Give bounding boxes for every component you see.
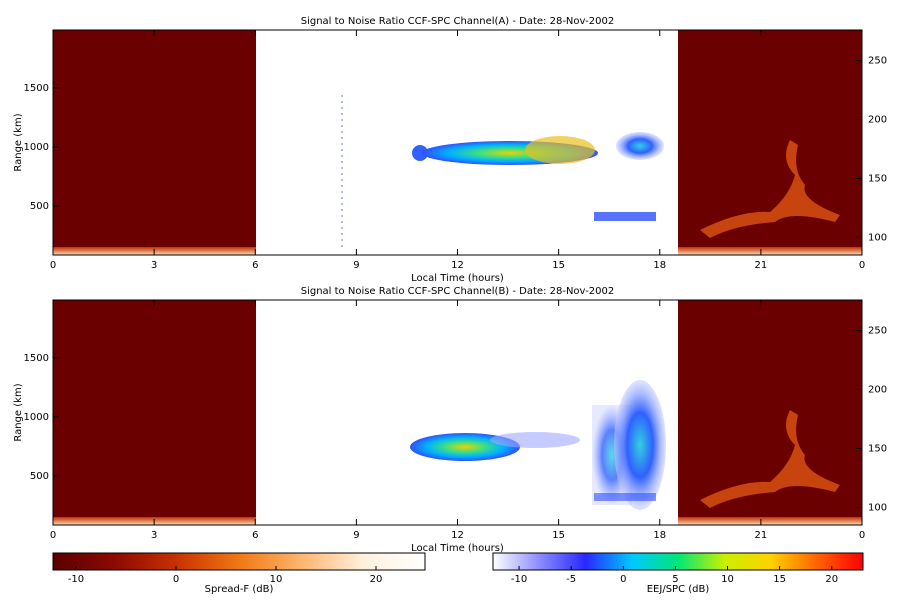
y-tick-label: 500 [30,471,49,482]
y-tick-label: 1000 [24,142,49,153]
panel-title: Signal to Noise Ratio CCF-SPC Channel(A)… [301,16,615,27]
colorbar-label: Spread-F (dB) [205,584,274,595]
x-axis-label: Local Time (hours) [411,543,504,554]
colorbar-label: EEJ/SPC (dB) [647,584,710,595]
colorbar-tick-label: 10 [270,574,283,585]
x-tick-label: 6 [252,530,258,541]
colorbar-tick-label: 0 [620,574,626,585]
y-tick-label: 1500 [24,83,49,94]
colorbar-tick-label: -10 [68,574,84,585]
y2-tick-label: 100 [868,502,887,513]
panel-title: Signal to Noise Ratio CCF-SPC Channel(B)… [301,286,615,297]
x-tick-label: 21 [755,530,768,541]
x-tick-label: 21 [755,260,768,271]
x-tick-label: 3 [151,260,157,271]
y2-tick-label: 100 [868,232,887,243]
x-axis-label: Local Time (hours) [411,273,504,284]
x-tick-label: 0 [859,530,865,541]
y-axis-label: Range (km) [13,383,24,441]
x-tick-label: 6 [252,260,258,271]
y2-tick-label: 250 [868,326,887,337]
x-tick-label: 12 [451,530,464,541]
x-tick-label: 15 [552,530,565,541]
x-tick-label: 0 [50,260,56,271]
colorbar [492,552,864,571]
colorbar-tick-label: 10 [721,574,734,585]
y2-tick-label: 150 [868,173,887,184]
x-tick-label: 15 [552,260,565,271]
colorbar-tick-label: -5 [566,574,576,585]
y2-tick-label: 200 [868,115,887,126]
panel-b-imagery [53,300,862,525]
colorbar-tick-label: -10 [511,574,527,585]
panel-a-imagery [53,30,862,255]
y2-tick-label: 200 [868,385,887,396]
y2-tick-label: 250 [868,56,887,67]
x-tick-label: 9 [353,530,359,541]
x-tick-label: 0 [50,530,56,541]
x-tick-label: 9 [353,260,359,271]
colorbar-tick-label: 20 [370,574,383,585]
y-tick-label: 500 [30,201,49,212]
x-tick-label: 0 [859,260,865,271]
y-axis-label: Range (km) [13,113,24,171]
colorbar-tick-label: 15 [773,574,786,585]
y-tick-label: 1500 [24,353,49,364]
x-tick-label: 12 [451,260,464,271]
colorbar-tick-label: 20 [825,574,838,585]
colorbar-tick-label: 5 [672,574,678,585]
colorbar-tick-label: 0 [173,574,179,585]
x-tick-label: 18 [653,530,666,541]
x-tick-label: 3 [151,530,157,541]
x-tick-label: 18 [653,260,666,271]
y2-tick-label: 150 [868,443,887,454]
colorbar [52,552,426,571]
y-tick-label: 1000 [24,412,49,423]
